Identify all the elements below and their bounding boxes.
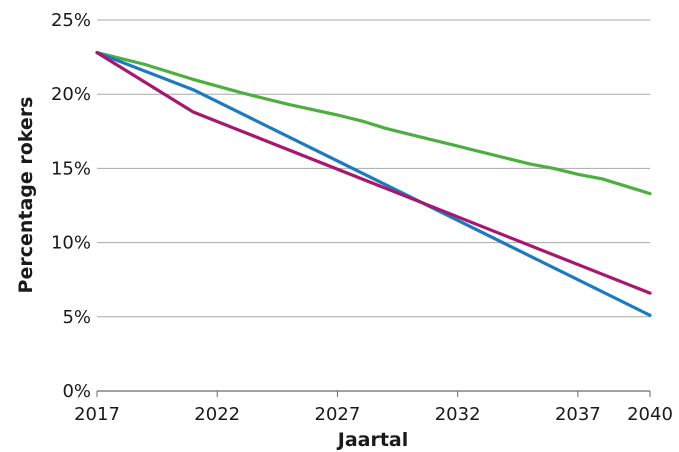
series-line-2 (95, 50, 652, 317)
series-lines (95, 50, 652, 317)
y-tick-labels: 0% 5% 10% 15% 20% 25% (51, 10, 91, 402)
y-tick-label: 25% (51, 10, 91, 31)
x-tick-label: 2032 (435, 404, 481, 425)
x-tick-label: 2037 (555, 404, 601, 425)
y-tick-label: 0% (62, 381, 91, 402)
x-axis-title: Jaartal (336, 429, 409, 451)
y-tick-label: 20% (51, 84, 91, 105)
y-axis-title: Percentage rokers (15, 97, 37, 294)
series-line-1 (95, 50, 652, 196)
x-tick-label: 2022 (194, 404, 240, 425)
x-tick-label: 2027 (315, 404, 361, 425)
y-tick-label: 5% (62, 307, 91, 328)
x-tick-labels: 2017 2022 2027 2032 2037 2040 (74, 404, 673, 425)
series-line-3 (95, 50, 652, 295)
gridlines (97, 19, 650, 318)
x-tick-label: 2017 (74, 404, 120, 425)
y-tick-label: 15% (51, 158, 91, 179)
axes (96, 390, 651, 397)
y-tick-label: 10% (51, 233, 91, 254)
x-tick-label: 2040 (627, 404, 673, 425)
